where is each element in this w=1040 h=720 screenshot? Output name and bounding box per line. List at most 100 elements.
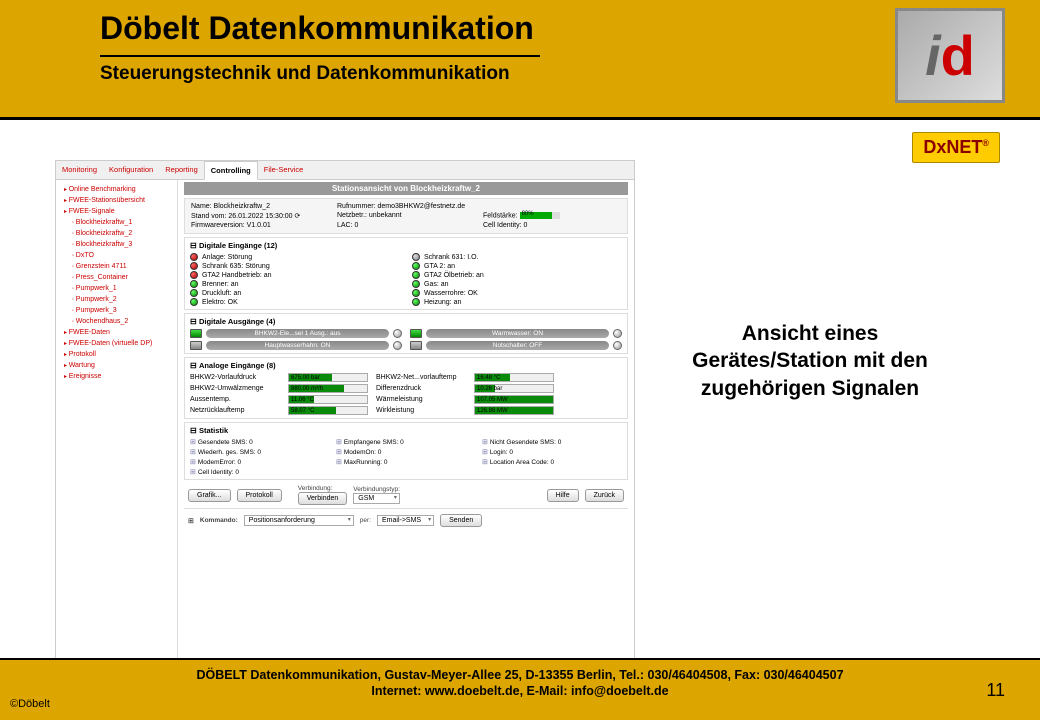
button-row-2: ⊞ Kommando: Positionsanforderung per: Em… <box>184 508 628 530</box>
digital-input-row: Wasserrohre: OK <box>412 289 622 297</box>
senden-button[interactable]: Senden <box>440 514 482 527</box>
protokoll-button[interactable]: Protokoll <box>237 489 282 502</box>
stat-item: Login: 0 <box>482 448 622 456</box>
digital-output-row: Hauptwasserhahn: ON <box>190 341 402 350</box>
analog-label: Wärmeleistung <box>376 396 466 403</box>
status-led-icon <box>190 253 198 261</box>
sidebar-item[interactable]: Press_Container <box>56 272 177 283</box>
sidebar-item[interactable]: Blockheizkraftw_1 <box>56 217 177 228</box>
zurueck-button[interactable]: Zurück <box>585 489 624 502</box>
status-led-icon <box>190 280 198 288</box>
stat-item: Cell Identity: 0 <box>190 468 330 476</box>
section-digital-inputs: Digitale Eingänge (12) Anlage: StörungSc… <box>184 237 628 310</box>
tab-monitoring[interactable]: Monitoring <box>56 161 103 179</box>
tab-konfiguration[interactable]: Konfiguration <box>103 161 159 179</box>
status-led-icon <box>412 280 420 288</box>
status-led-icon <box>190 271 198 279</box>
analog-bar: 126.86 MW <box>474 406 554 415</box>
analog-bar: 58.07 °C <box>288 406 368 415</box>
output-toggle[interactable] <box>393 341 402 350</box>
di-label: Elektro: OK <box>202 299 238 306</box>
panel-title: Stationsansicht von Blockheizkraftw_2 <box>184 182 628 195</box>
sidebar-item[interactable]: FWEE-Stationsübersicht <box>56 195 177 206</box>
digital-input-row: GTA2 Ölbetrieb: an <box>412 271 622 279</box>
digital-input-row: Schrank 631: I.O. <box>412 253 622 261</box>
digital-input-row: GTA2 Handbetrieb: an <box>190 271 400 279</box>
sidebar-nav: Online BenchmarkingFWEE-Stationsübersich… <box>56 180 178 668</box>
sidebar-item[interactable]: Pumpwerk_1 <box>56 283 177 294</box>
sidebar-item[interactable]: FWEE-Daten <box>56 327 177 338</box>
sidebar-item[interactable]: Protokoll <box>56 349 177 360</box>
sidebar-item[interactable]: FWEE-Signale <box>56 206 177 217</box>
per-combo[interactable]: Email->SMS <box>377 515 434 526</box>
di-label: Anlage: Störung <box>202 254 252 261</box>
output-toggle[interactable] <box>613 341 622 350</box>
sidebar-item[interactable]: Blockheizkraftw_2 <box>56 228 177 239</box>
hilfe-button[interactable]: Hilfe <box>547 489 579 502</box>
tab-controlling[interactable]: Controlling <box>204 161 258 180</box>
stat-item: ModemError: 0 <box>190 458 330 466</box>
tab-reporting[interactable]: Reporting <box>159 161 204 179</box>
digital-input-row: Gas: an <box>412 280 622 288</box>
analog-label: BHKW2-Net...vorlauftemp <box>376 374 466 381</box>
output-label: Warmwasser: ON <box>426 329 609 338</box>
status-led-icon <box>412 262 420 270</box>
digital-output-row: Notschalter: OFF <box>410 341 622 350</box>
sidebar-item[interactable]: FWEE-Daten (virtuelle DP) <box>56 338 177 349</box>
digital-input-row: Anlage: Störung <box>190 253 400 261</box>
sidebar-item[interactable]: Wochendhaus_2 <box>56 316 177 327</box>
output-label: BHKW2-Ele...sel 1 Ausg.: aus <box>206 329 389 338</box>
info-rufnummer: Rufnummer: demo3BHKW2@festnetz.de <box>337 203 621 210</box>
sidebar-item[interactable]: Pumpwerk_2 <box>56 294 177 305</box>
analog-bar: 16.48 °C <box>474 373 554 382</box>
analog-bar: 10.26 bar <box>474 384 554 393</box>
verbinden-button[interactable]: Verbinden <box>298 492 348 505</box>
slide-caption: Ansicht eines Gerätes/Station mit den zu… <box>685 320 935 648</box>
main-panel: Stationsansicht von Blockheizkraftw_2 Na… <box>178 180 634 668</box>
footer-internet: Internet: www.doebelt.de, E-Mail: info@d… <box>20 684 1020 698</box>
stat-item: Location Area Code: 0 <box>482 458 622 466</box>
di-label: Heizung: an <box>424 299 461 306</box>
stat-item: Gesendete SMS: 0 <box>190 438 330 446</box>
di-label: GTA2 Ölbetrieb: an <box>424 272 484 279</box>
kommando-combo[interactable]: Positionsanforderung <box>244 515 354 526</box>
section-statistik: Statistik Gesendete SMS: 0Empfangene SMS… <box>184 422 628 480</box>
digital-input-row: Druckluft: an <box>190 289 400 297</box>
analog-label: Netzrücklauftemp <box>190 407 280 414</box>
section-title: Analoge Eingänge (8) <box>190 361 622 370</box>
company-logo: id <box>895 8 1005 103</box>
di-label: Gas: an <box>424 281 449 288</box>
digital-input-row: GTA 2: an <box>412 262 622 270</box>
digital-input-row: Schrank 635: Störung <box>190 262 400 270</box>
output-toggle[interactable] <box>393 329 402 338</box>
info-netzbetr: Netzbetr.: unbekannt <box>337 212 475 220</box>
sidebar-item[interactable]: Ereignisse <box>56 371 177 382</box>
output-led-icon <box>190 329 202 338</box>
tab-file-service[interactable]: File-Service <box>258 161 310 179</box>
grafik-button[interactable]: Grafik... <box>188 489 231 502</box>
di-label: Wasserrohre: OK <box>424 290 478 297</box>
sidebar-item[interactable]: Wartung <box>56 360 177 371</box>
di-label: Druckluft: an <box>202 290 241 297</box>
expand-icon[interactable]: ⊞ <box>188 517 194 525</box>
station-info: Name: Blockheizkraftw_2 Rufnummer: demo3… <box>184 198 628 234</box>
footer-address: DÖBELT Datenkommunikation, Gustav-Meyer-… <box>20 668 1020 682</box>
di-label: GTA2 Handbetrieb: an <box>202 272 272 279</box>
sidebar-item[interactable]: Blockheizkraftw_3 <box>56 239 177 250</box>
analog-label: BHKW2-Umwälzmenge <box>190 385 280 392</box>
sidebar-item[interactable]: DxTO <box>56 250 177 261</box>
analog-bar: 675.00 bar <box>288 373 368 382</box>
signal-strength-bar: 80% <box>520 212 560 219</box>
sidebar-item[interactable]: Online Benchmarking <box>56 184 177 195</box>
header-subtitle: Steuerungstechnik und Datenkommunikation <box>100 63 1015 85</box>
info-firmware: Firmwareversion: V1.0.01 <box>191 222 329 229</box>
info-lac: LAC: 0 <box>337 222 475 229</box>
verbindungstyp-combo[interactable]: GSM <box>353 493 400 504</box>
sidebar-item[interactable]: Pumpwerk_3 <box>56 305 177 316</box>
per-label: per: <box>360 517 371 524</box>
status-led-icon <box>190 289 198 297</box>
sidebar-item[interactable]: Grenzstein 4711 <box>56 261 177 272</box>
output-led-icon <box>410 341 422 350</box>
section-analog-inputs: Analoge Eingänge (8) BHKW2-Vorlaufdruck6… <box>184 357 628 419</box>
output-toggle[interactable] <box>613 329 622 338</box>
